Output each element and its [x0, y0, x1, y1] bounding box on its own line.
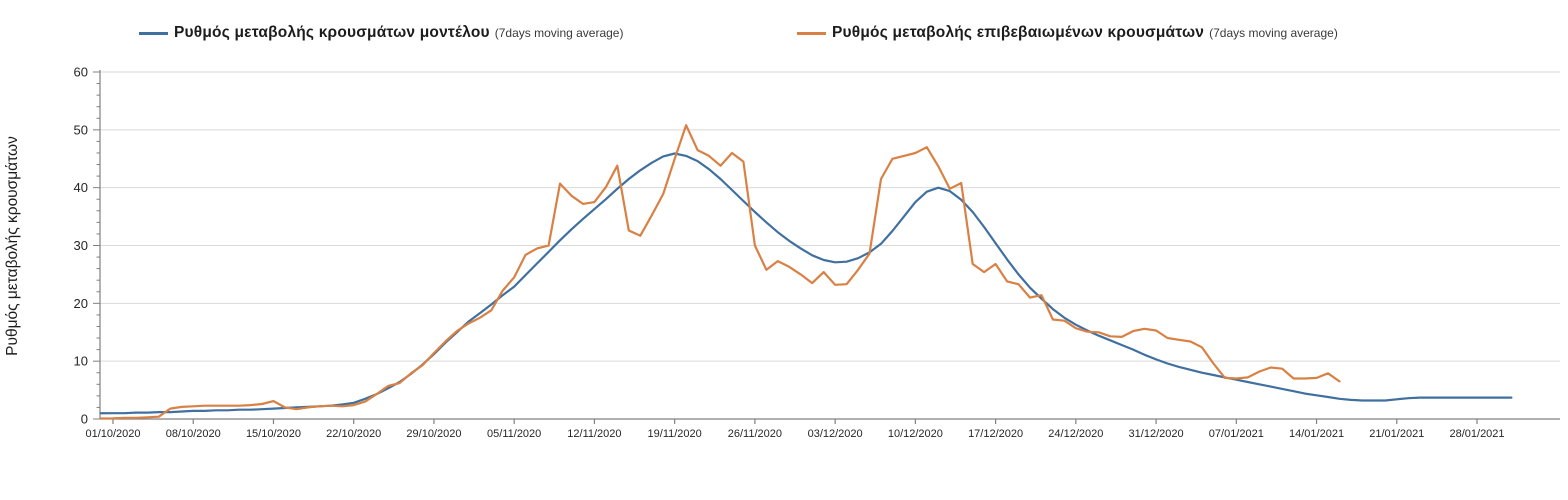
x-tick-label-14: 07/01/2021 [1209, 428, 1264, 440]
y-tick-label-40: 40 [74, 180, 88, 195]
x-tick-label-12: 24/12/2020 [1048, 428, 1103, 440]
x-tick-label-9: 03/12/2020 [808, 428, 863, 440]
axes [93, 70, 1560, 424]
x-tick-label-16: 21/01/2021 [1369, 428, 1424, 440]
confirmed-line [99, 124, 1341, 420]
x-tick-label-2: 15/10/2020 [246, 428, 301, 440]
x-tick-label-3: 22/10/2020 [326, 428, 381, 440]
series-lines [99, 124, 1513, 420]
y-tick-label-20: 20 [74, 296, 88, 311]
x-tick-label-6: 12/11/2020 [567, 428, 621, 440]
confirmed-line-swatch [797, 31, 826, 35]
x-tick-label-1: 08/10/2020 [166, 428, 221, 440]
x-tick-label-11: 17/12/2020 [968, 428, 1023, 440]
y-tick-label-30: 30 [74, 238, 88, 253]
y-tick-label-60: 60 [74, 65, 88, 80]
y-tick-labels: 0 10 20 30 40 50 60 [74, 65, 88, 427]
model-line [99, 152, 1513, 415]
y-tick-label-0: 0 [81, 412, 88, 427]
x-tick-label-13: 31/12/2020 [1129, 428, 1184, 440]
y-tick-label-10: 10 [74, 354, 88, 369]
legend-label-model: Ρυθμός μεταβολής κρουσμάτων μοντέλου [174, 24, 490, 41]
legend-suffix-confirmed: (7days moving average) [1209, 26, 1338, 40]
x-tick-label-15: 14/01/2021 [1289, 428, 1344, 440]
x-tick-label-5: 05/11/2020 [487, 428, 541, 440]
y-tick-label-50: 50 [74, 122, 88, 137]
y-axis-title: Ρυθμός μεταβολής κρουσμάτων [4, 136, 21, 356]
model-line-swatch [139, 31, 168, 35]
gridlines [100, 71, 1560, 362]
x-tick-label-0: 01/10/2020 [85, 428, 140, 440]
x-tick-label-10: 10/12/2020 [888, 428, 943, 440]
legend-suffix-model: (7days moving average) [494, 26, 624, 40]
x-tick-label-7: 19/11/2020 [648, 428, 702, 440]
legend-label-confirmed: Ρυθμός μεταβολής επιβεβαιωμένων κρουσμάτ… [832, 24, 1205, 41]
legend-item-confirmed: Ρυθμός μεταβολής επιβεβαιωμένων κρουσμάτ… [797, 24, 1338, 42]
x-tick-label-4: 29/10/2020 [406, 428, 461, 440]
x-tick-labels: 01/10/2020 08/10/2020 15/10/2020 22/10/2020… [85, 428, 1504, 440]
x-tick-label-8: 26/11/2020 [728, 428, 782, 440]
legend-item-model: Ρυθμός μεταβολής κρουσμάτων μοντέλου (7d… [139, 24, 623, 42]
x-tick-label-17: 28/01/2021 [1449, 428, 1504, 440]
